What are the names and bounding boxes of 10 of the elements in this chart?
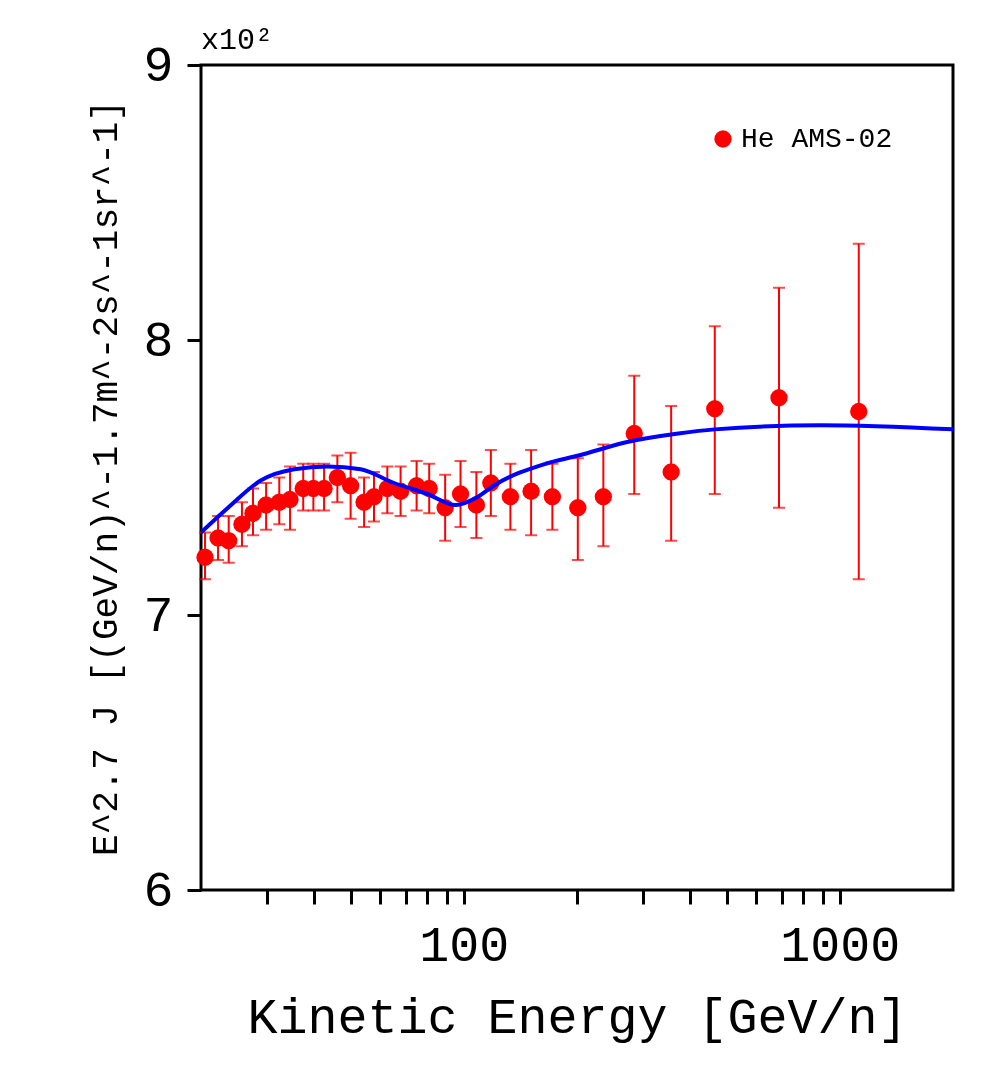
x-axis-title: Kinetic Energy [GeV/n] [247,990,908,1048]
legend-label: He AMS-02 [741,124,893,155]
x-tick-label: 1000 [780,918,901,976]
y-tick-label: 7 [143,588,174,646]
y-tick-label: 6 [143,863,174,921]
y-tick-label: 8 [143,313,174,371]
y-tick-label: 9 [143,38,174,96]
text: x10² [201,24,274,58]
y-axis-title: E^2.7 J [(GeV/n)^-1.7m^-2s^-1sr^-1] [87,99,129,857]
x-tick-label: 100 [419,918,510,976]
